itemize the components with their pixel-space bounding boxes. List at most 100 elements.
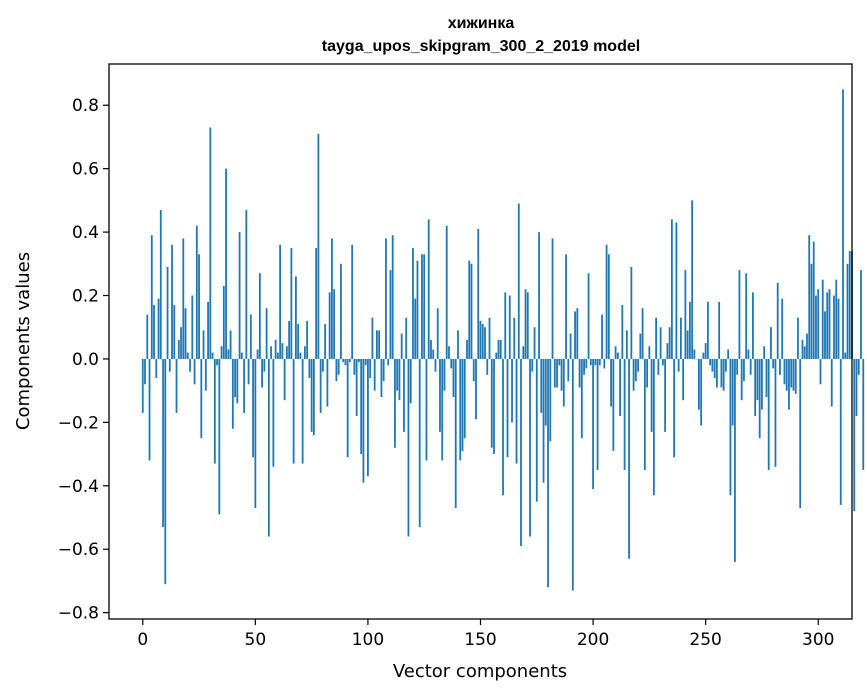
bar — [765, 358, 768, 397]
bar — [378, 330, 381, 359]
bar — [752, 292, 754, 359]
bar — [842, 89, 844, 359]
bar — [218, 358, 221, 515]
bar — [209, 127, 212, 359]
bar — [306, 320, 309, 359]
bar — [373, 358, 376, 391]
bar — [808, 235, 811, 359]
bar — [247, 358, 250, 385]
bar — [855, 358, 858, 417]
bar — [423, 254, 426, 359]
bar — [799, 358, 802, 508]
y-tick-label: 0.8 — [72, 96, 99, 116]
bar — [326, 358, 329, 407]
y-tick-label: −0.8 — [58, 604, 99, 624]
bar — [355, 358, 358, 417]
bar — [335, 358, 338, 382]
bar — [664, 358, 667, 432]
bar — [844, 352, 847, 359]
bar — [157, 298, 160, 359]
bar — [421, 254, 423, 359]
bar — [484, 327, 486, 359]
bar — [166, 266, 169, 359]
bar — [763, 346, 766, 359]
bar — [297, 324, 300, 359]
bar — [418, 358, 421, 528]
bar — [252, 358, 254, 458]
bar — [511, 358, 513, 423]
bar — [729, 358, 732, 496]
bar — [835, 279, 838, 359]
bar — [857, 358, 860, 375]
bar — [321, 358, 324, 372]
bar — [736, 358, 739, 375]
bar — [315, 247, 318, 359]
bar — [155, 358, 158, 378]
bar — [756, 358, 759, 401]
bar — [380, 358, 383, 397]
x-tick-label: 200 — [577, 630, 609, 650]
bar — [758, 358, 761, 439]
bar — [416, 260, 419, 359]
bar — [299, 352, 302, 359]
bar — [846, 263, 849, 359]
bar — [387, 358, 390, 366]
x-tick-label: 100 — [352, 630, 384, 650]
bar — [240, 352, 243, 359]
bar — [576, 308, 579, 359]
bar — [146, 314, 149, 359]
bar — [391, 235, 394, 359]
bar — [607, 254, 610, 359]
bar — [666, 343, 669, 359]
bar — [542, 358, 545, 483]
bar — [734, 358, 736, 562]
bar — [661, 358, 664, 366]
bar — [601, 314, 603, 359]
bar — [749, 358, 752, 375]
bar — [643, 358, 646, 470]
bar — [526, 292, 529, 359]
bar — [427, 219, 430, 359]
bar — [558, 358, 561, 366]
bar — [513, 317, 516, 359]
bar — [249, 314, 252, 359]
bar — [328, 292, 331, 359]
bar — [389, 270, 392, 359]
bar — [288, 320, 291, 359]
bar — [580, 358, 583, 439]
bar — [821, 279, 824, 359]
bar — [310, 358, 313, 432]
bar — [797, 317, 799, 359]
bar — [679, 317, 682, 359]
bar — [454, 358, 457, 508]
chart-subtitle: tayga_upos_skipgram_300_2_2019 model — [322, 38, 640, 55]
bar — [290, 247, 293, 359]
bar — [569, 333, 572, 359]
bar — [650, 358, 653, 432]
bar — [619, 358, 621, 417]
bar — [616, 352, 619, 359]
bar — [716, 358, 718, 388]
bar — [360, 358, 363, 455]
x-tick-label: 50 — [245, 630, 267, 650]
bar — [236, 358, 239, 404]
bar — [826, 292, 829, 359]
bar — [578, 358, 581, 388]
bar — [810, 263, 813, 359]
bar — [707, 301, 709, 359]
bar — [175, 358, 178, 413]
bar — [450, 358, 453, 369]
bar — [743, 358, 745, 382]
bar — [495, 352, 498, 359]
bar — [788, 358, 790, 410]
bar — [432, 349, 435, 359]
bar — [547, 358, 549, 588]
bar — [211, 352, 214, 359]
bar — [394, 358, 396, 448]
bar — [722, 358, 725, 391]
bar — [819, 358, 822, 385]
bar — [704, 343, 707, 359]
bar — [159, 209, 162, 359]
bar — [776, 282, 779, 359]
bar — [686, 330, 689, 359]
